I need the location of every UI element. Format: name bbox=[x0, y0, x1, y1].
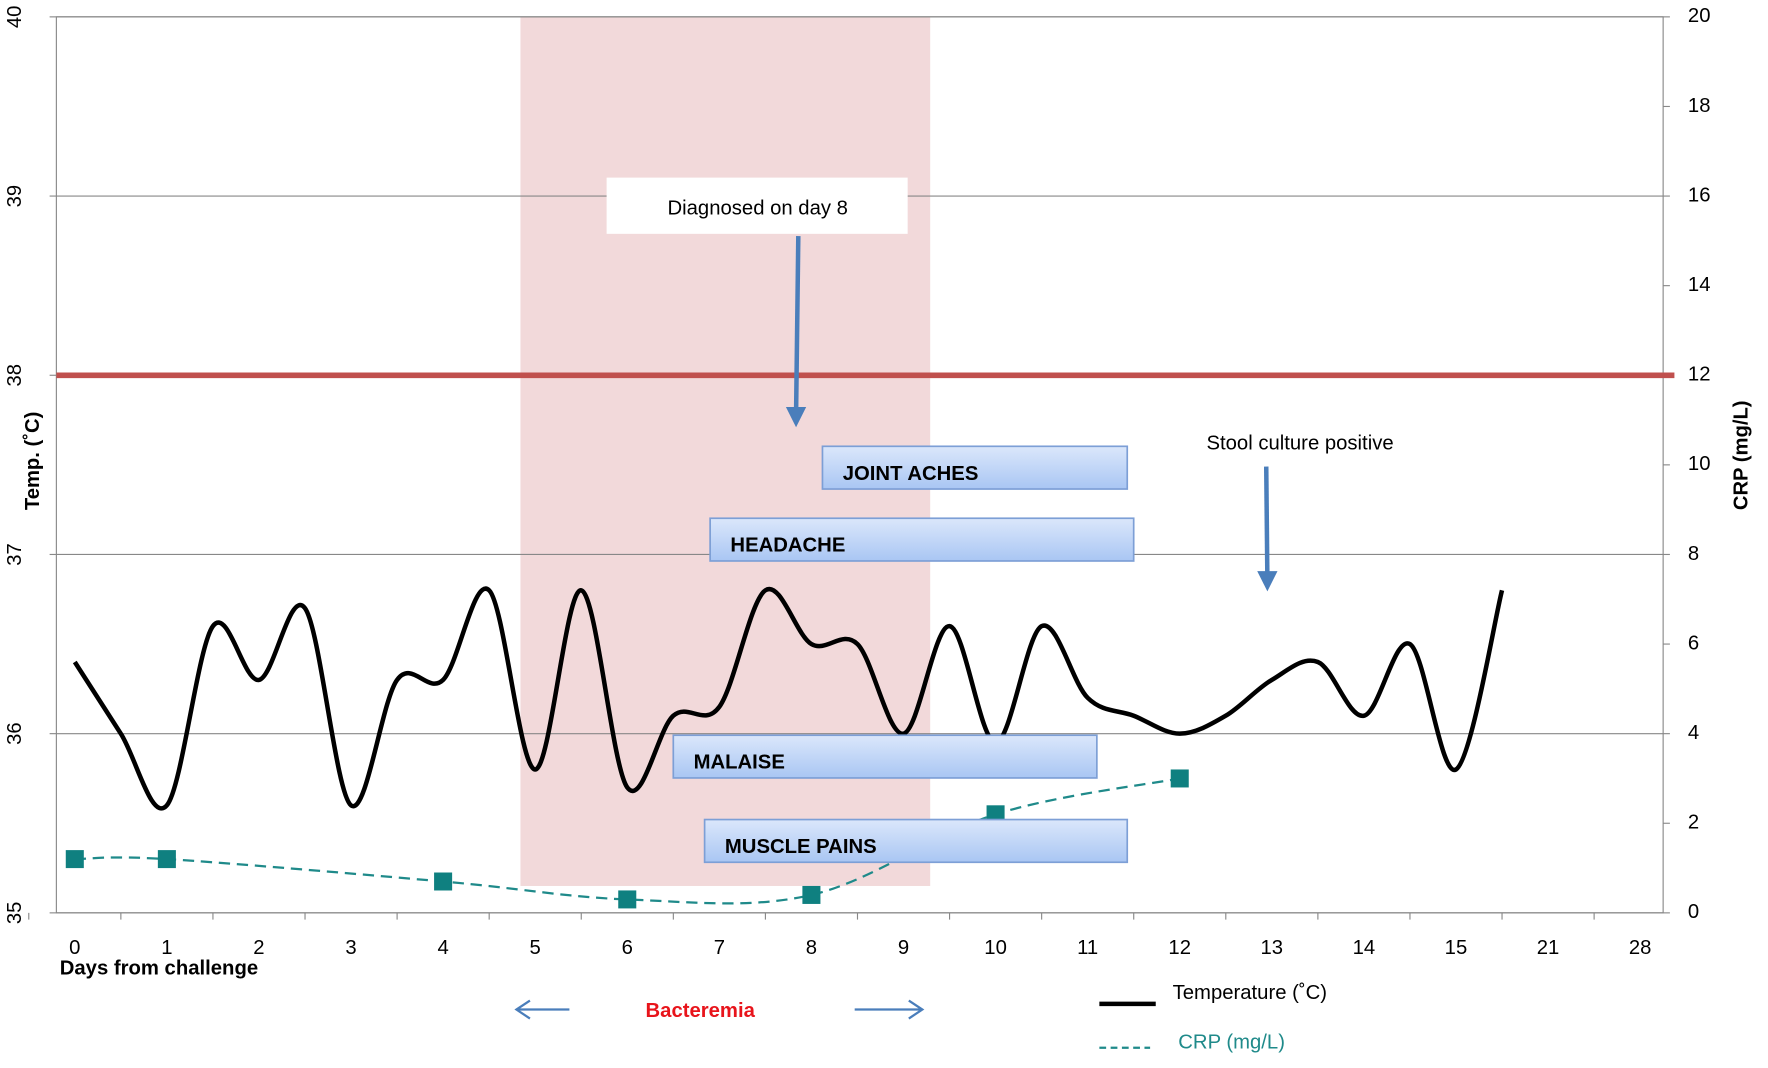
x-tick-label: 4 bbox=[437, 937, 448, 959]
arrow-head bbox=[1257, 571, 1278, 592]
x-axis-label: Days from challenge bbox=[60, 957, 258, 979]
symptom-label: HEADACHE bbox=[730, 535, 845, 557]
x-tick-label: 2 bbox=[253, 937, 264, 959]
x-tick-label: 12 bbox=[1168, 937, 1191, 959]
y-tick-label: 37 bbox=[4, 543, 26, 565]
y2-tick-label: 10 bbox=[1688, 453, 1711, 475]
x-tick-label: 7 bbox=[714, 937, 725, 959]
y2-tick-label: 14 bbox=[1688, 274, 1711, 296]
x-tick-label: 14 bbox=[1353, 937, 1376, 959]
y2-tick-label: 8 bbox=[1688, 543, 1699, 565]
y2-tick-label: 6 bbox=[1688, 632, 1699, 654]
crp-marker bbox=[802, 885, 821, 904]
crp-marker bbox=[65, 850, 84, 869]
symptom-bar bbox=[672, 734, 1098, 779]
arrow-head bbox=[785, 406, 807, 428]
annotation-box bbox=[606, 177, 908, 234]
crp-marker bbox=[618, 890, 637, 909]
x-tick-label: 3 bbox=[345, 937, 356, 959]
arrow bbox=[1263, 466, 1270, 579]
crp-marker bbox=[157, 850, 176, 869]
symptom-label: JOINT ACHES bbox=[843, 463, 979, 485]
x-tick-label: 9 bbox=[898, 937, 909, 959]
crp-marker bbox=[434, 872, 453, 891]
y-axis-label: Temp. (˚C) bbox=[21, 412, 44, 510]
y2-tick-label: 16 bbox=[1688, 184, 1711, 206]
x-tick-label: 13 bbox=[1261, 937, 1284, 959]
legend-label: Temperature (˚C) bbox=[1173, 982, 1327, 1004]
x-tick-label: 28 bbox=[1629, 937, 1652, 959]
y-tick-label: 35 bbox=[4, 902, 26, 924]
y2-tick-label: 20 bbox=[1688, 5, 1711, 27]
x-tick-label: 10 bbox=[984, 937, 1007, 959]
region-label: Bacteremia bbox=[646, 1000, 756, 1022]
y2-tick-label: 4 bbox=[1688, 722, 1699, 744]
region-arrow bbox=[854, 999, 925, 1020]
x-tick-label: 6 bbox=[622, 937, 633, 959]
symptom-bar bbox=[821, 445, 1129, 490]
y2-tick-label: 2 bbox=[1688, 812, 1699, 834]
crp-marker bbox=[1170, 769, 1189, 788]
x-tick-label: 1 bbox=[161, 937, 172, 959]
x-tick-label: 8 bbox=[806, 937, 817, 959]
y-tick-label: 39 bbox=[4, 185, 26, 207]
legend-label: CRP (mg/L) bbox=[1178, 1032, 1285, 1054]
x-tick-label: 0 bbox=[69, 937, 80, 959]
y-tick-label: 40 bbox=[4, 6, 26, 28]
x-tick-label: 15 bbox=[1445, 937, 1468, 959]
y2-tick-label: 0 bbox=[1688, 901, 1699, 923]
annotation: Stool culture positive bbox=[1206, 432, 1393, 454]
symptom-label: MALAISE bbox=[694, 752, 785, 774]
y2-tick-label: 12 bbox=[1688, 364, 1711, 386]
symptom-bar bbox=[709, 517, 1135, 562]
symptom-bar bbox=[703, 818, 1129, 864]
x-tick-label: 21 bbox=[1537, 937, 1560, 959]
annotation: Diagnosed on day 8 bbox=[668, 197, 848, 219]
region-arrow bbox=[514, 999, 570, 1020]
y2-axis-label: CRP (mg/L) bbox=[1730, 400, 1752, 510]
series-line bbox=[72, 586, 1505, 811]
y-tick-label: 38 bbox=[4, 364, 26, 386]
y2-tick-label: 18 bbox=[1688, 95, 1711, 117]
y-tick-label: 36 bbox=[4, 722, 26, 744]
x-tick-label: 5 bbox=[530, 937, 541, 959]
arrow bbox=[793, 236, 801, 416]
symptom-label: MUSCLE PAINS bbox=[725, 836, 877, 858]
x-tick-label: 11 bbox=[1077, 937, 1098, 959]
